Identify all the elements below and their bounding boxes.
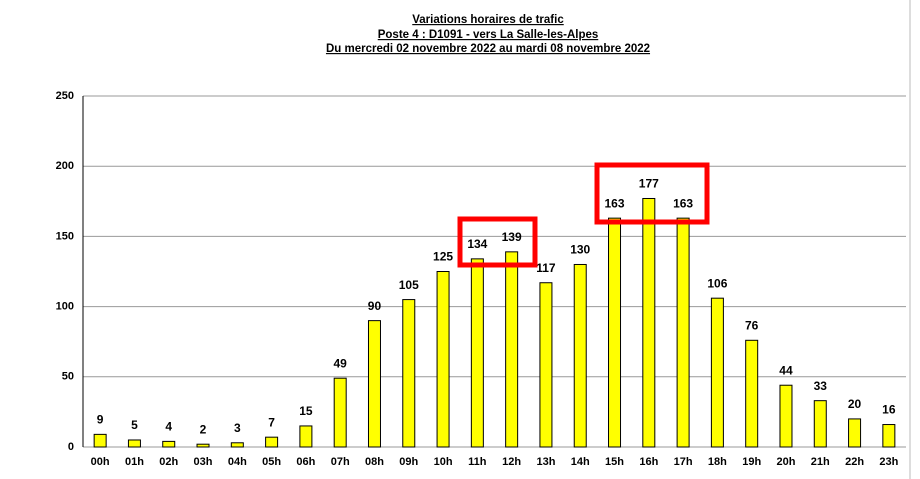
value-label: 163 <box>673 196 693 210</box>
bar <box>162 440 176 448</box>
bar <box>299 425 313 448</box>
x-tick-label: 09h <box>399 456 418 468</box>
x-tick-label: 15h <box>605 456 624 468</box>
bar <box>265 436 279 448</box>
chart-subtitle: Du mercredi 02 novembre 2022 au mardi 08… <box>326 43 650 55</box>
bar <box>333 377 347 448</box>
value-label: 3 <box>234 421 241 435</box>
x-tick-label: 00h <box>91 456 110 468</box>
value-label: 117 <box>536 261 556 275</box>
bar <box>882 424 896 448</box>
value-label: 16 <box>882 403 896 417</box>
bar <box>848 418 862 448</box>
x-tick-label: 11h <box>468 456 487 468</box>
x-tick-label: 12h <box>502 456 521 468</box>
y-tick-label: 0 <box>68 441 74 453</box>
x-tick-label: 06h <box>296 456 315 468</box>
bar <box>539 282 553 448</box>
bar <box>745 339 759 448</box>
value-label: 49 <box>334 356 348 370</box>
x-tick-label: 23h <box>879 456 898 468</box>
bar <box>196 443 210 448</box>
bar <box>710 297 724 448</box>
bar <box>93 433 107 448</box>
value-label: 4 <box>165 420 172 434</box>
highlight-box <box>457 216 538 268</box>
bar <box>436 271 450 448</box>
x-tick-label: 01h <box>125 456 144 468</box>
bar <box>779 384 793 448</box>
y-tick-label: 250 <box>56 90 74 102</box>
bar <box>813 400 827 448</box>
value-label: 106 <box>707 276 727 290</box>
value-label: 105 <box>399 278 419 292</box>
value-label: 2 <box>200 422 207 436</box>
x-tick-label: 07h <box>331 456 350 468</box>
x-tick-label: 03h <box>194 456 213 468</box>
x-tick-label: 21h <box>811 456 830 468</box>
x-tick-label: 17h <box>674 456 693 468</box>
value-label: 177 <box>639 177 659 191</box>
value-label: 163 <box>605 196 625 210</box>
value-label: 9 <box>97 413 104 427</box>
value-label: 15 <box>299 404 313 418</box>
chart-title: Variations horaires de trafic <box>412 14 564 26</box>
bar <box>608 217 622 448</box>
x-tick-label: 02h <box>159 456 178 468</box>
value-label: 90 <box>368 299 382 313</box>
y-tick-label: 200 <box>56 160 74 172</box>
value-label: 125 <box>433 250 453 264</box>
x-tick-label: 08h <box>365 456 384 468</box>
y-tick-label: 50 <box>62 371 74 383</box>
bar <box>676 217 690 448</box>
bar <box>230 442 244 448</box>
bar <box>127 439 141 448</box>
y-tick-label: 100 <box>56 301 74 313</box>
value-label: 76 <box>745 318 759 332</box>
x-tick-label: 16h <box>639 456 658 468</box>
bar <box>505 251 519 448</box>
chart-subtitle: Poste 4 : D1091 - vers La Salle-les-Alpe… <box>378 29 599 41</box>
x-tick-label: 20h <box>776 456 795 468</box>
value-label: 33 <box>814 379 828 393</box>
x-tick-label: 13h <box>536 456 555 468</box>
value-label: 139 <box>502 230 522 244</box>
value-label: 134 <box>467 237 487 251</box>
x-tick-label: 22h <box>845 456 864 468</box>
value-label: 20 <box>848 397 862 411</box>
bar <box>642 197 656 448</box>
x-tick-label: 10h <box>434 456 453 468</box>
value-label: 44 <box>779 363 793 377</box>
x-tick-label: 04h <box>228 456 247 468</box>
x-tick-label: 14h <box>571 456 590 468</box>
x-tick-label: 05h <box>262 456 281 468</box>
y-tick-label: 150 <box>56 230 74 242</box>
bar <box>573 263 587 448</box>
x-tick-label: 19h <box>742 456 761 468</box>
bar <box>402 299 416 448</box>
bar <box>367 320 381 448</box>
bar <box>470 258 484 448</box>
highlight-box <box>594 162 710 225</box>
value-label: 7 <box>268 415 275 429</box>
x-tick-label: 18h <box>708 456 727 468</box>
value-label: 5 <box>131 418 138 432</box>
value-label: 130 <box>570 243 590 257</box>
